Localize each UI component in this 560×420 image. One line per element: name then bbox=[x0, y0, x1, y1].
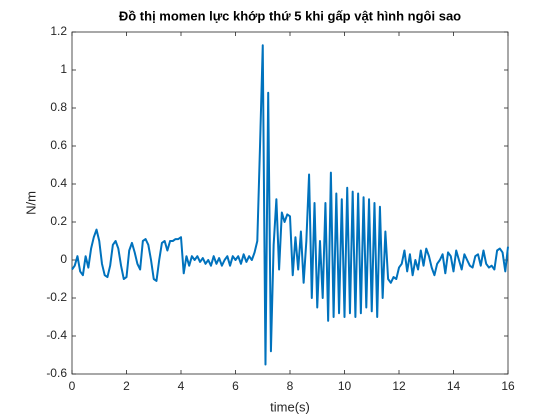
y-tick-label: 0.8 bbox=[50, 100, 67, 114]
y-tick-label: -0.6 bbox=[46, 366, 67, 380]
x-tick-label: 0 bbox=[69, 379, 76, 393]
y-tick-label: 0.6 bbox=[50, 138, 67, 152]
x-axis-label: time(s) bbox=[270, 399, 310, 414]
y-tick-label: 1.2 bbox=[50, 24, 67, 38]
y-tick-label: 0.4 bbox=[50, 176, 67, 190]
x-tick-label: 10 bbox=[338, 379, 352, 393]
x-tick-label: 8 bbox=[287, 379, 294, 393]
x-tick-label: 4 bbox=[178, 379, 185, 393]
x-tick-label: 12 bbox=[392, 379, 406, 393]
y-axis-label: N/m bbox=[23, 191, 38, 215]
x-tick-label: 14 bbox=[447, 379, 461, 393]
plot-area bbox=[71, 31, 509, 375]
x-tick-label: 2 bbox=[123, 379, 130, 393]
x-tick-label: 16 bbox=[501, 379, 515, 393]
data-line bbox=[71, 44, 509, 366]
y-tick-label: 1 bbox=[60, 62, 67, 76]
y-tick-label: 0.2 bbox=[50, 214, 67, 228]
x-tick-label: 6 bbox=[232, 379, 239, 393]
y-tick-label: -0.4 bbox=[46, 328, 67, 342]
y-tick-label: 0 bbox=[60, 252, 67, 266]
y-tick-label: -0.2 bbox=[46, 290, 67, 304]
chart-title: Đồ thị momen lực khớp thứ 5 khi gấp vật … bbox=[119, 8, 461, 23]
